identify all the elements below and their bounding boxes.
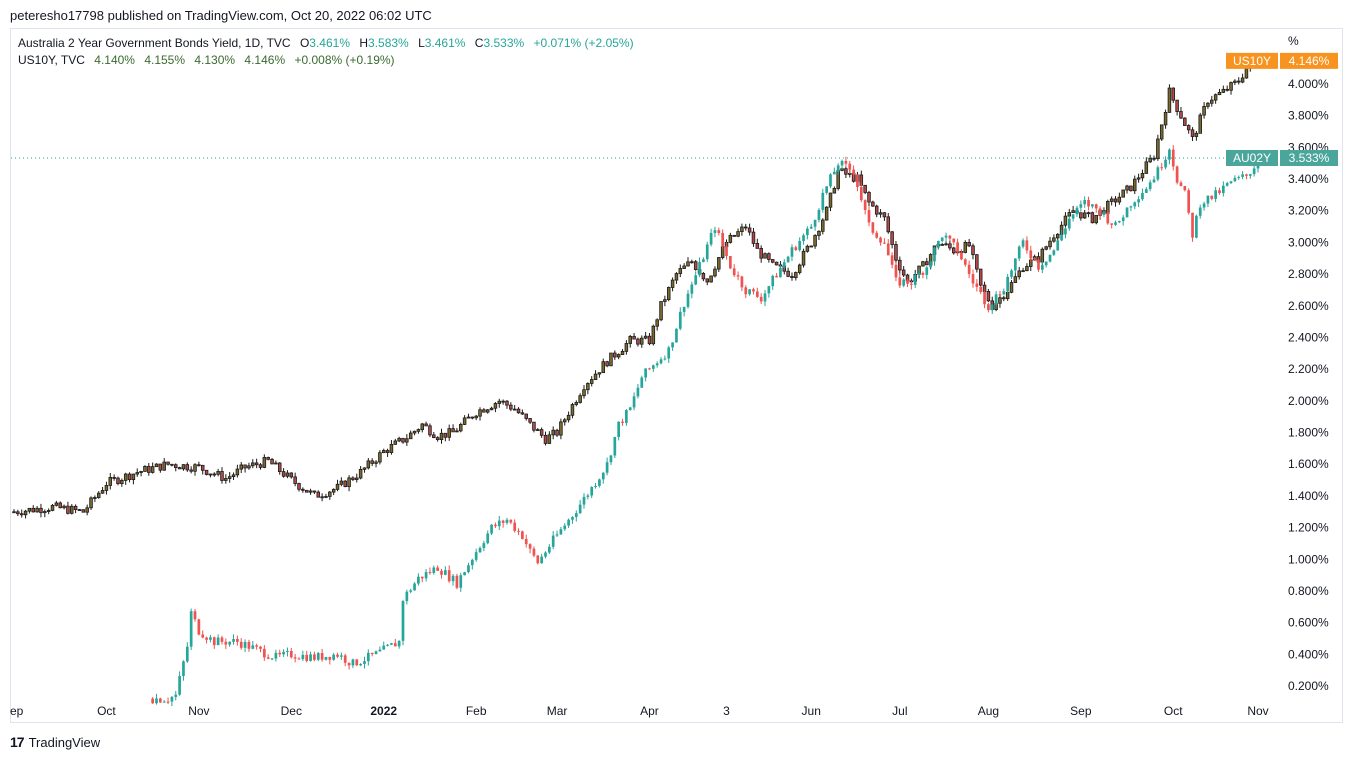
legend-open-value: 4.140% <box>94 53 135 67</box>
legend-us10y[interactable]: US10Y, TVC 4.140% 4.155% 4.130% 4.146% +… <box>18 53 401 67</box>
legend-high-value: 3.583% <box>368 36 409 50</box>
legend-change: +0.008% (+0.19%) <box>294 53 395 67</box>
legend-high-label: H <box>359 36 369 50</box>
legend-high-value: 4.155% <box>144 53 186 67</box>
legend-close-label: C <box>474 36 484 50</box>
legend-title: Australia 2 Year Government Bonds Yield,… <box>18 36 291 50</box>
tradingview-logo-icon: 17 <box>10 734 25 750</box>
legend-change: +0.071% (+2.05%) <box>533 36 634 50</box>
legend-close-value: 3.533% <box>483 36 525 50</box>
legend-open-value: 3.461% <box>309 36 350 50</box>
chart-frame[interactable] <box>10 28 1343 723</box>
legend-close-value: 4.146% <box>244 53 286 67</box>
legend-low-value: 3.461% <box>424 36 466 50</box>
legend-title: US10Y, TVC <box>18 53 85 67</box>
legend-low-value: 4.130% <box>194 53 236 67</box>
legend-au02y[interactable]: Australia 2 Year Government Bonds Yield,… <box>18 36 634 50</box>
legend-open-label: O <box>299 36 310 50</box>
tradingview-footer[interactable]: 17 TradingView <box>10 734 100 750</box>
tradingview-brand: TradingView <box>28 734 101 750</box>
publisher-info: peteresho17798 published on TradingView.… <box>10 8 432 23</box>
legend-low-label: L <box>418 36 425 50</box>
